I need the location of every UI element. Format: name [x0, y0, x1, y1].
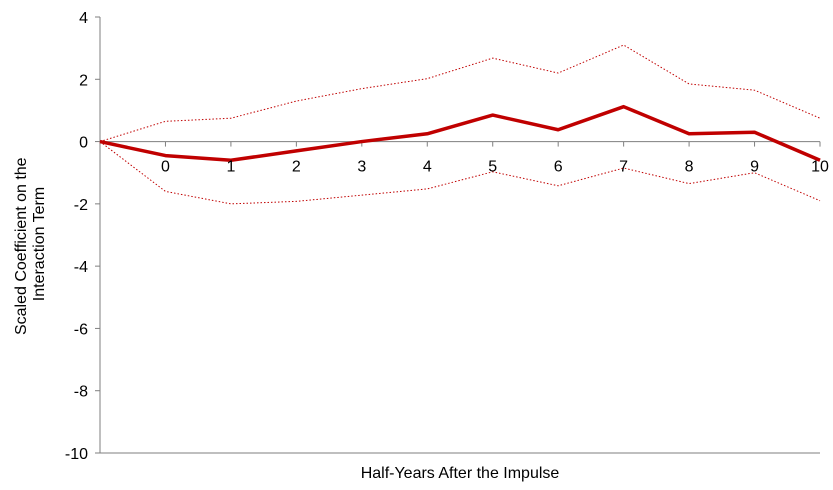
x-tick-label: 0 — [161, 159, 170, 176]
y-axis-tick-labels: 4 2 0 -2 -4 -6 -8 -10 — [65, 10, 88, 463]
y-tick-label: -4 — [74, 259, 88, 276]
x-tick-label: 9 — [750, 159, 759, 176]
x-axis-tick-labels: 0 1 2 3 4 5 6 7 8 9 10 — [161, 159, 829, 176]
lower-band-line — [99, 141, 821, 205]
x-axis-title: Half-Years After the Impulse — [361, 465, 560, 482]
y-tick-label: -10 — [65, 446, 88, 463]
upper-band-line — [99, 44, 821, 143]
x-tick-label: 10 — [811, 159, 829, 176]
y-tick-label: -2 — [74, 197, 88, 214]
x-tick-label: 7 — [619, 159, 628, 176]
x-axis-ticks — [164, 141, 821, 147]
y-tick-label: -8 — [74, 384, 88, 401]
x-tick-label: 8 — [685, 159, 694, 176]
x-tick-label: 6 — [554, 159, 563, 176]
y-tick-label: -6 — [74, 321, 88, 338]
series-layer — [99, 44, 821, 205]
y-axis-ticks — [95, 16, 100, 454]
y-tick-label: 2 — [79, 72, 88, 89]
x-tick-label: 4 — [423, 159, 432, 176]
estimate-line — [99, 104, 821, 163]
y-axis-title-line-2: Interaction Term — [31, 187, 48, 301]
y-tick-label: 0 — [79, 135, 88, 152]
x-tick-label: 3 — [357, 159, 366, 176]
x-tick-label: 2 — [292, 159, 301, 176]
y-axis-title: Scaled Coefficient on the Interaction Te… — [13, 153, 48, 335]
x-tick-label: 5 — [488, 159, 497, 176]
x-tick-label: 1 — [226, 159, 235, 176]
y-axis-title-line-1: Scaled Coefficient on the — [13, 157, 30, 335]
y-tick-label: 4 — [79, 10, 88, 27]
